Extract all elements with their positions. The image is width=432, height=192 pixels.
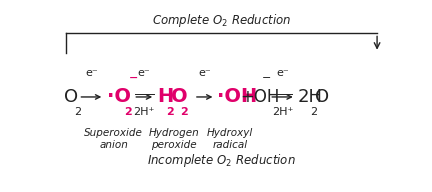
Text: −: − <box>262 73 271 83</box>
Text: O: O <box>171 88 188 106</box>
Text: 2H⁺: 2H⁺ <box>133 107 155 117</box>
Text: e⁻: e⁻ <box>85 68 98 78</box>
Text: 2H⁺: 2H⁺ <box>272 107 293 117</box>
Text: 2: 2 <box>74 107 81 117</box>
Text: ·O: ·O <box>107 88 131 106</box>
Text: Hydrogen
peroxide: Hydrogen peroxide <box>149 128 199 150</box>
Text: O: O <box>64 88 78 106</box>
Text: 2: 2 <box>311 107 318 117</box>
Text: $\it{Incomplete\ O_2\ Reduction}$: $\it{Incomplete\ O_2\ Reduction}$ <box>147 152 296 169</box>
Text: e⁻: e⁻ <box>276 68 289 78</box>
Text: O: O <box>315 88 329 106</box>
Text: 2H: 2H <box>298 88 323 106</box>
Text: −: − <box>129 73 138 83</box>
Text: ·OH: ·OH <box>217 88 257 106</box>
Text: $\it{Complete\ O_2\ Reduction}$: $\it{Complete\ O_2\ Reduction}$ <box>152 12 291 29</box>
Text: +OH: +OH <box>240 88 280 106</box>
Text: 2: 2 <box>166 107 174 117</box>
Text: 2: 2 <box>124 107 131 117</box>
Text: H: H <box>157 88 173 106</box>
Text: Hydroxyl
radical: Hydroxyl radical <box>206 128 253 150</box>
Text: 2: 2 <box>180 107 187 117</box>
Text: e⁻: e⁻ <box>198 68 211 78</box>
Text: Superoxide
anion: Superoxide anion <box>84 128 143 150</box>
Text: e⁻: e⁻ <box>138 68 151 78</box>
